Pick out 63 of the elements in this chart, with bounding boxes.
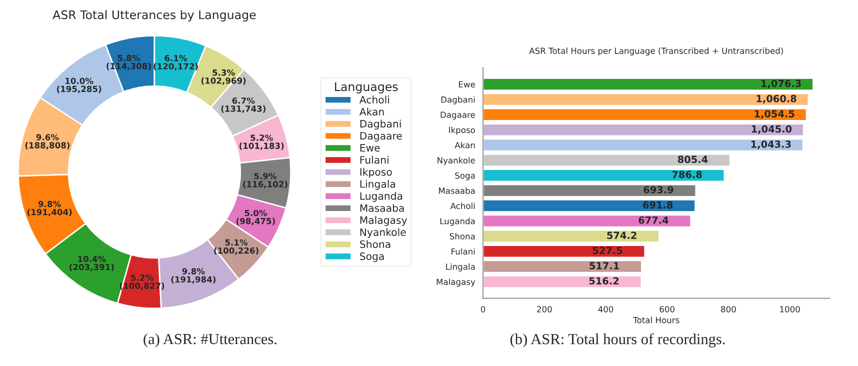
y-tick-label: Soga	[455, 172, 475, 180]
data-label: 693.9	[644, 186, 674, 194]
y-tick-label: Acholi	[450, 202, 475, 210]
data-label: 6.7% (131,743)	[221, 97, 266, 113]
legend-label: Ewe	[360, 144, 380, 152]
legend-label: Nyankole	[360, 228, 406, 238]
y-tick-label: Fulani	[452, 248, 475, 255]
chart-title: ASR Total Utterances by Language	[52, 10, 256, 22]
y-tick-label: Lingala	[446, 263, 475, 272]
data-label: 9.6% (188,808)	[25, 134, 70, 150]
y-tick-label: Dagbani	[441, 96, 475, 104]
legend-label: Lingala	[360, 180, 396, 190]
legend-label: Fulani	[360, 156, 388, 164]
data-label: 517.1	[590, 262, 619, 270]
data-label: 5.2% (101,183)	[240, 134, 284, 150]
legend-label: Masaaba	[360, 204, 404, 212]
y-tick-label: Ikposo	[449, 126, 475, 135]
x-tick-label: 0	[480, 306, 486, 312]
x-tick-label: 400	[598, 306, 614, 312]
data-label: 1,054.5	[754, 110, 794, 119]
data-label: 805.4	[678, 156, 708, 164]
x-tick-label: 800	[721, 306, 736, 312]
y-tick-label: Malagasy	[436, 278, 476, 287]
x-tick-label: 1000	[780, 306, 800, 312]
data-label: 9.8% (191,984)	[171, 268, 216, 284]
data-label: 10.4% (203,391)	[70, 256, 114, 272]
data-label: 10.0% (195,285)	[56, 78, 102, 94]
legend-label: Akan	[359, 108, 384, 116]
y-tick-label: Dagaare	[440, 112, 475, 120]
legend-label: Shona	[360, 240, 390, 248]
y-tick-label: Luganda	[440, 218, 475, 226]
legend-label: Dagbani	[360, 120, 401, 130]
text: (b) ASR: Total hours of recordings.	[510, 333, 725, 348]
legend-label: Acholi	[359, 96, 390, 104]
data-label: 9.8% (191,404)	[27, 200, 72, 216]
data-label: 1,076.3	[762, 80, 801, 88]
data-label: 574.2	[607, 232, 636, 239]
y-tick-label: Nyankole	[438, 157, 475, 166]
data-label: 1,043.3	[751, 140, 791, 150]
data-label: 527.5	[592, 246, 622, 254]
y-tick-label: Masaaba	[438, 187, 475, 194]
y-tick-label: Shona	[450, 233, 475, 240]
data-label: 691.8	[643, 201, 673, 209]
legend-label: Ikposo	[360, 168, 392, 178]
data-label: 677.4	[638, 216, 668, 224]
legend-label: Malagasy	[360, 216, 407, 226]
y-tick-label: Akan	[454, 142, 475, 148]
data-label: 5.0% (98,475)	[236, 210, 275, 226]
data-label: 786.8	[672, 170, 702, 178]
legend-label: Dagaare	[360, 132, 402, 142]
legend-title: Languages	[335, 82, 398, 94]
x-tick-label: 600	[660, 306, 675, 312]
data-label: 5.9% (116,102)	[243, 172, 288, 188]
legend-label: Soga	[360, 252, 384, 262]
data-label: 1,060.8	[756, 94, 796, 104]
chart-title: ASR Total Hours per Language (Transcribed + Untranscribed)	[529, 47, 783, 56]
data-label: 516.2	[589, 277, 619, 285]
y-tick-label: Ewe	[459, 81, 475, 88]
x-tick-label: 200	[537, 306, 552, 312]
x-axis-title: Total Hours	[633, 316, 680, 324]
legend-label: Luganda	[360, 192, 402, 202]
data-label: 1,045.0	[752, 125, 792, 134]
text: (a) ASR: #Utterances.	[144, 333, 276, 348]
